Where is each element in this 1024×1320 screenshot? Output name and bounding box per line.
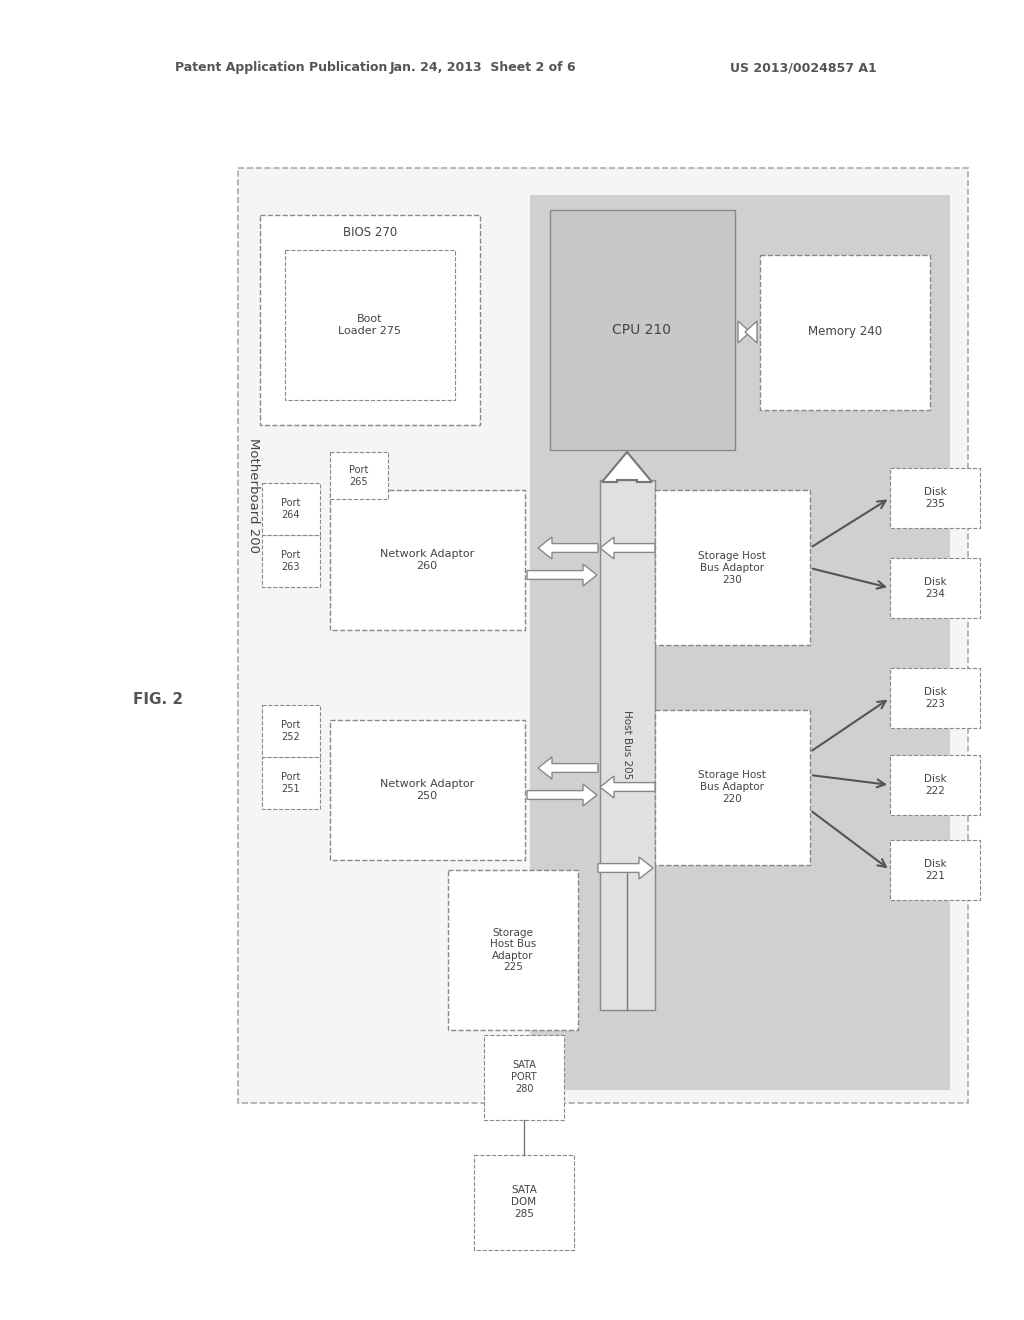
FancyArrow shape (527, 784, 597, 807)
Text: Port
263: Port 263 (282, 550, 301, 572)
Bar (262, 535, 319, 587)
Text: Port
265: Port 265 (349, 465, 369, 487)
Text: Disk
222: Disk 222 (924, 775, 946, 796)
Bar (655, 710, 810, 865)
Bar (260, 215, 480, 425)
Bar (330, 451, 388, 499)
FancyArrow shape (527, 564, 597, 586)
Bar (530, 195, 950, 1090)
Text: CPU 210: CPU 210 (612, 323, 672, 337)
Bar (484, 1035, 564, 1119)
Bar (330, 490, 525, 630)
Bar (262, 756, 319, 809)
Bar (449, 870, 578, 1030)
FancyArrow shape (598, 857, 653, 879)
Bar (330, 719, 525, 861)
Bar (238, 168, 968, 1104)
Text: Network Adaptor
260: Network Adaptor 260 (380, 549, 474, 570)
Bar (890, 558, 980, 618)
Bar (285, 249, 455, 400)
Text: SATA
DOM
285: SATA DOM 285 (511, 1185, 537, 1218)
Text: Storage Host
Bus Adaptor
220: Storage Host Bus Adaptor 220 (698, 771, 766, 804)
Bar (474, 1155, 574, 1250)
Bar (600, 480, 655, 1010)
Bar (890, 755, 980, 814)
Text: Port
264: Port 264 (282, 498, 301, 520)
Text: US 2013/0024857 A1: US 2013/0024857 A1 (730, 62, 877, 74)
Text: Disk
235: Disk 235 (924, 487, 946, 508)
Bar (890, 668, 980, 729)
FancyArrow shape (602, 451, 652, 482)
Text: Port
251: Port 251 (282, 772, 301, 793)
Text: Host Bus 205: Host Bus 205 (623, 710, 633, 780)
Text: FIG. 2: FIG. 2 (133, 693, 183, 708)
FancyArrow shape (600, 537, 655, 558)
Text: Motherboard 200: Motherboard 200 (247, 438, 259, 553)
Bar (262, 483, 319, 535)
Text: Jan. 24, 2013  Sheet 2 of 6: Jan. 24, 2013 Sheet 2 of 6 (390, 62, 577, 74)
Text: Network Adaptor
250: Network Adaptor 250 (380, 779, 474, 801)
Bar (550, 210, 735, 450)
Bar (262, 705, 319, 756)
Bar (655, 490, 810, 645)
Text: BIOS 270: BIOS 270 (343, 226, 397, 239)
Text: Boot
Loader 275: Boot Loader 275 (339, 314, 401, 335)
Text: Storage Host
Bus Adaptor
230: Storage Host Bus Adaptor 230 (698, 552, 766, 585)
Text: Disk
223: Disk 223 (924, 688, 946, 709)
FancyArrow shape (538, 537, 598, 558)
Text: SATA
PORT
280: SATA PORT 280 (511, 1060, 537, 1093)
Text: Port
252: Port 252 (282, 721, 301, 742)
FancyArrow shape (738, 321, 750, 343)
FancyArrow shape (745, 321, 757, 343)
Text: Memory 240: Memory 240 (808, 326, 882, 338)
FancyArrow shape (600, 776, 655, 799)
Bar (760, 255, 930, 411)
Bar (890, 840, 980, 900)
FancyArrow shape (538, 756, 598, 779)
Text: Disk
234: Disk 234 (924, 577, 946, 599)
Bar (890, 469, 980, 528)
Text: Patent Application Publication: Patent Application Publication (175, 62, 387, 74)
Text: Disk
221: Disk 221 (924, 859, 946, 880)
Text: Storage
Host Bus
Adaptor
225: Storage Host Bus Adaptor 225 (489, 928, 537, 973)
